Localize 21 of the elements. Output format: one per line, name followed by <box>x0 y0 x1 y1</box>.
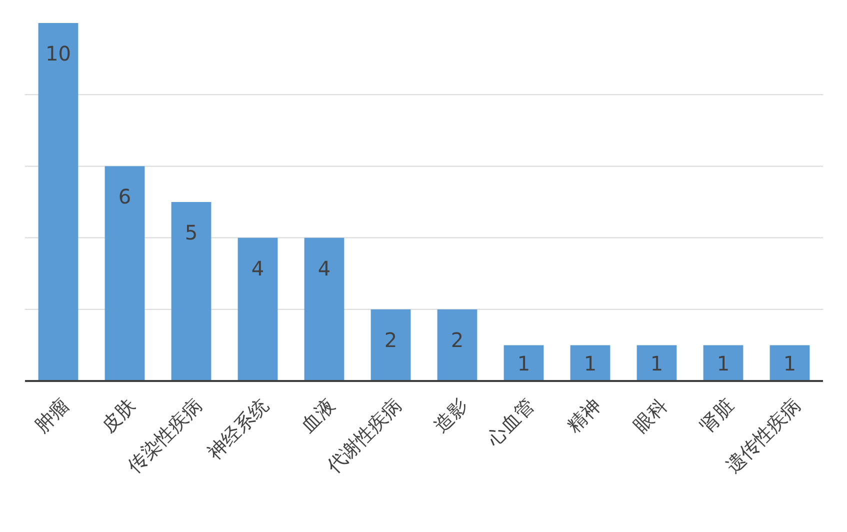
x-tick-label: 心血管 <box>482 394 539 452</box>
x-tick-label: 肿瘤 <box>31 394 74 438</box>
x-tick-label: 皮肤 <box>98 394 140 438</box>
data-label: 1 <box>716 352 730 376</box>
data-label: 2 <box>384 328 398 352</box>
x-tick-label: 造影 <box>430 394 472 438</box>
data-label: 1 <box>517 352 530 376</box>
data-label: 10 <box>46 41 71 66</box>
data-label: 1 <box>650 352 664 376</box>
x-tick-label: 肾脏 <box>696 394 738 438</box>
data-label: 6 <box>118 184 132 209</box>
x-tick-label: 精神 <box>563 394 606 438</box>
x-tick-label: 血液 <box>297 394 340 438</box>
data-label: 5 <box>184 220 198 244</box>
data-label: 1 <box>584 352 597 376</box>
data-label: 1 <box>783 352 796 376</box>
data-label: 4 <box>251 256 264 280</box>
x-tick-label: 眼科 <box>630 394 672 438</box>
data-label: 4 <box>318 256 331 280</box>
x-tick-label: 神经系统 <box>204 394 273 464</box>
data-label: 2 <box>450 328 464 352</box>
